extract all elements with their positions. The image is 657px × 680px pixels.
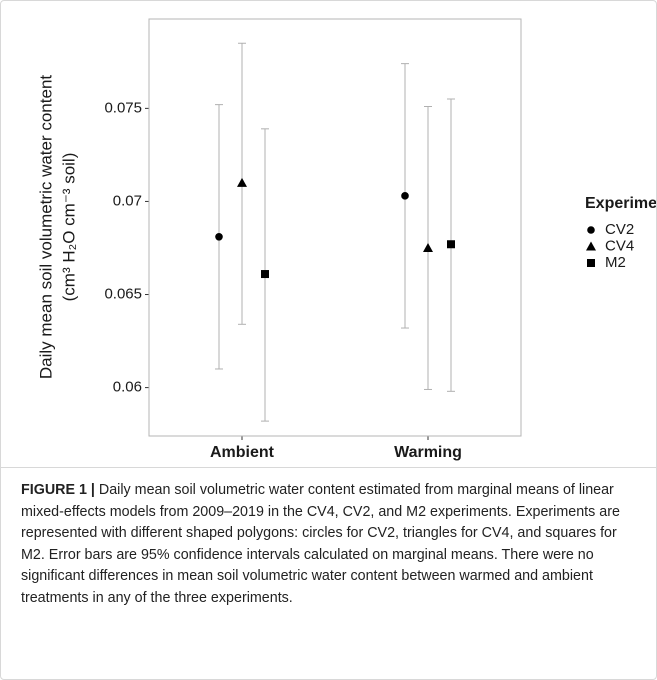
y-axis-title: (cm³ H₂O cm⁻³ soil) [59,153,78,302]
point [447,240,455,249]
y-axis-title: Daily mean soil volumetric water content [36,75,55,380]
point [237,177,247,187]
point [215,233,223,241]
legend-label: CV4 [605,237,634,254]
legend-title: Experiment [585,195,656,212]
x-tick-label: Ambient [210,444,275,461]
legend-label: M2 [605,254,626,271]
chart: Daily mean soil volumetric water content… [36,18,656,461]
y-tick-label: 0.075 [104,99,142,116]
y-tick-label: 0.065 [104,285,142,302]
point [423,242,433,252]
legend-key [587,259,595,267]
y-tick-label: 0.06 [113,379,142,396]
legend-key [587,226,595,234]
caption-label: FIGURE 1 | [21,482,95,498]
legend-key [586,241,596,251]
caption-text: Daily mean soil volumetric water content… [21,482,620,606]
x-tick-label: Warming [394,444,462,461]
y-tick-label: 0.07 [113,192,142,209]
caption: FIGURE 1 | Daily mean soil volumetric wa… [1,467,656,609]
point [401,192,409,200]
point [261,270,269,279]
legend-label: CV2 [605,221,634,238]
panel [148,18,522,437]
